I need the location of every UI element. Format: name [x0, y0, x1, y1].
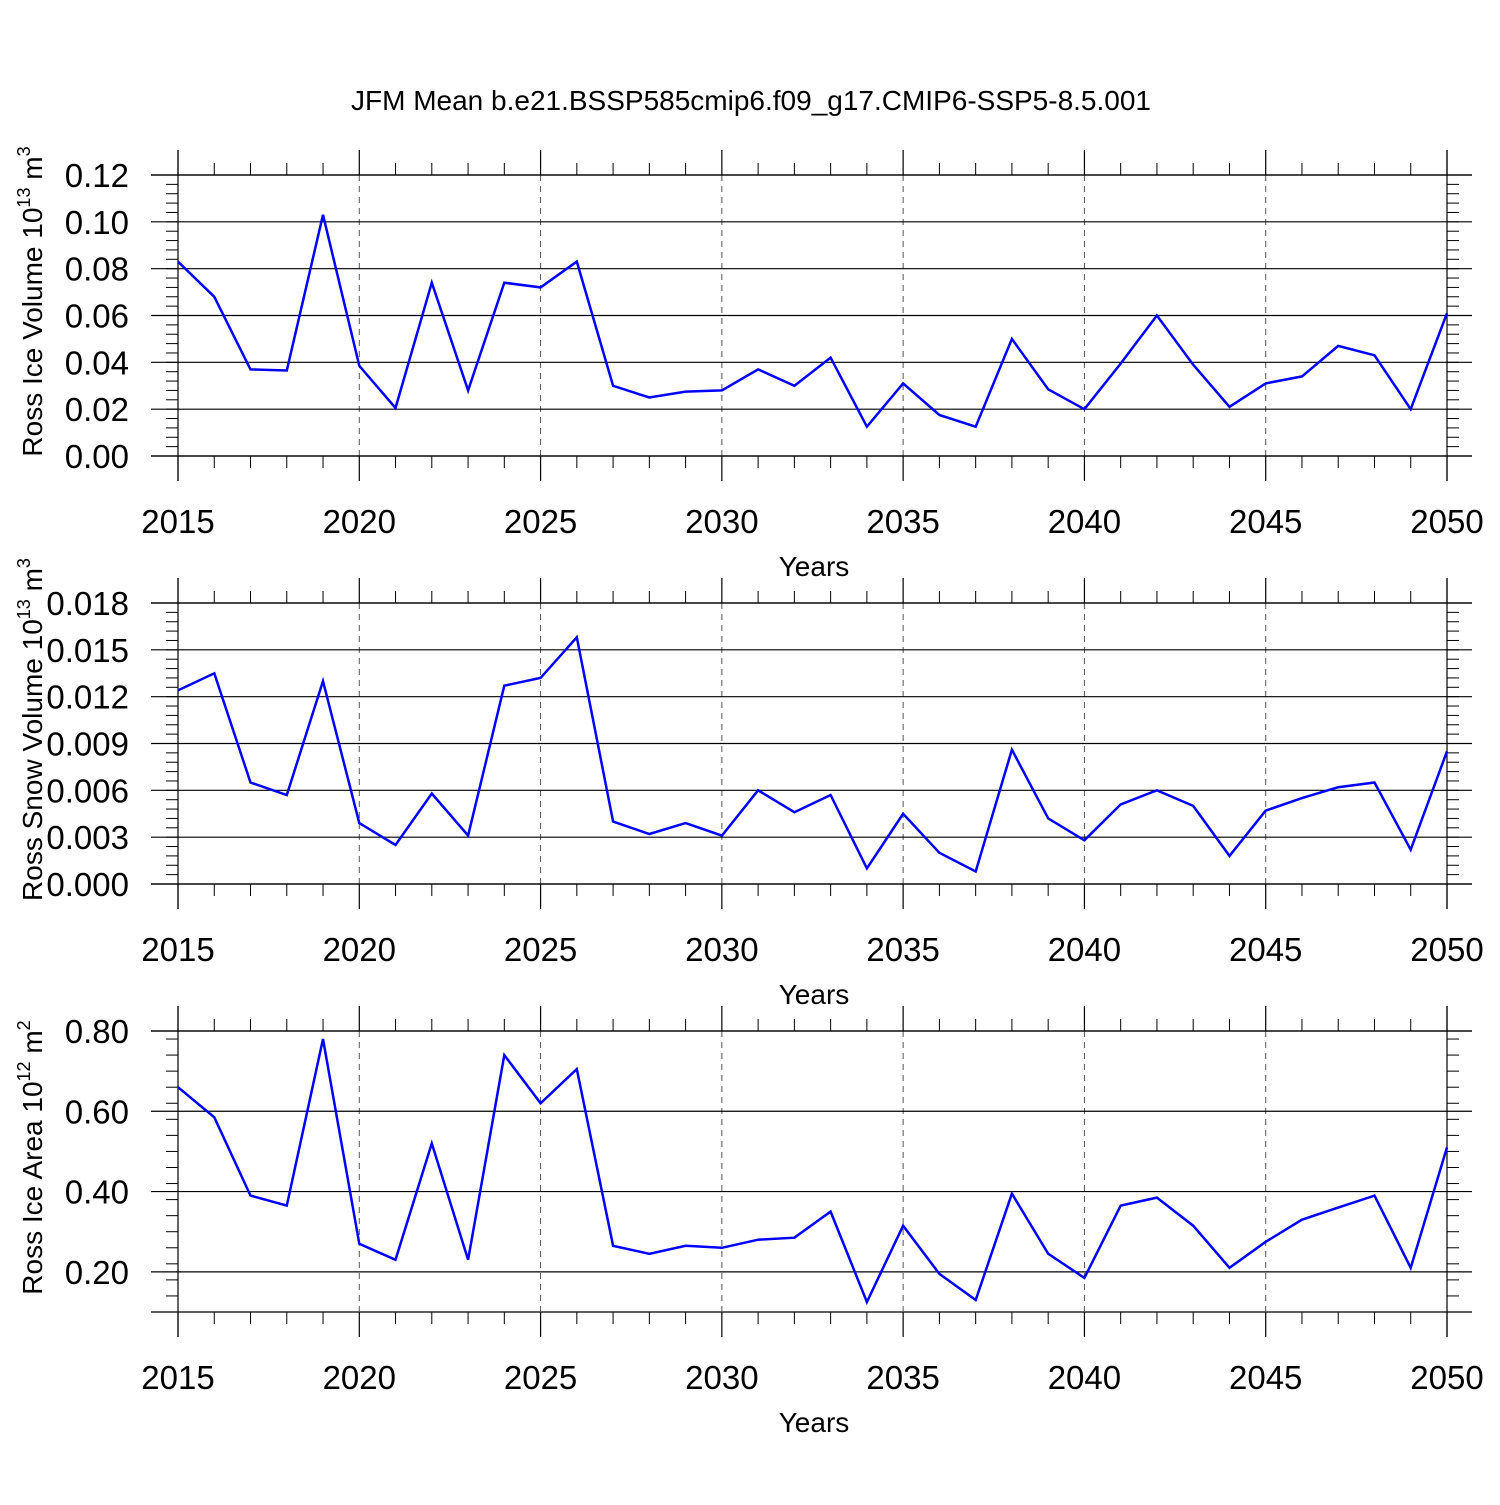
data-series-line [178, 637, 1447, 871]
x-tick-label: 2040 [1048, 931, 1121, 968]
x-tick-label: 2050 [1410, 931, 1483, 968]
y-axis-title-exp: 12 [14, 1061, 34, 1081]
y-tick-label: 0.10 [65, 204, 129, 241]
y-tick-label: 0.60 [65, 1093, 129, 1130]
chart-title: JFM Mean b.e21.BSSP585cmip6.f09_g17.CMIP… [351, 85, 1151, 116]
chart-panel-2: 2015 2020 2025 2030 2035 2040 2045 2050 0.000 0.0… [14, 558, 1484, 1010]
y-tick-label: 0.20 [65, 1254, 129, 1291]
data-series-line [178, 215, 1447, 427]
x-tick-label: 2015 [141, 1359, 214, 1396]
y-axis-title-exp: 13 [14, 599, 34, 619]
x-tick-label: 2035 [866, 931, 939, 968]
y-tick-label: 0.000 [46, 866, 129, 903]
x-axis-title: Years [779, 1407, 850, 1438]
x-axis-title: Years [779, 979, 850, 1010]
y-axis-title: Ross Ice Volume 1013 m3 [14, 146, 48, 456]
x-tick-label: 2035 [866, 503, 939, 540]
x-tick-label: 2040 [1048, 503, 1121, 540]
x-tick-label: 2045 [1229, 931, 1302, 968]
y-axis-title-unit: m [17, 156, 48, 187]
y-tick-label: 0.40 [65, 1174, 129, 1211]
x-tick-label: 2045 [1229, 503, 1302, 540]
y-tick-label: 0.003 [46, 819, 129, 856]
x-tick-label: 2035 [866, 1359, 939, 1396]
x-tick-label: 2050 [1410, 503, 1483, 540]
y-axis-title-unit: m [17, 1030, 48, 1061]
y-axis-title-unit-exp: 2 [14, 1020, 34, 1030]
x-tick-label: 2020 [323, 931, 396, 968]
y-tick-label: 0.006 [46, 772, 129, 809]
y-axis-title: Ross Snow Volume 1013 m3 [14, 558, 48, 901]
y-tick-label: 0.012 [46, 679, 129, 716]
x-tick-label: 2030 [685, 931, 758, 968]
y-axis-title-unit-exp: 3 [14, 558, 34, 568]
y-tick-label: 0.12 [65, 157, 129, 194]
x-tick-label: 2015 [141, 931, 214, 968]
chart-panel-3: 2015 2020 2025 2030 2035 2040 2045 2050 0.20 0.40… [14, 1006, 1484, 1438]
y-tick-label: 0.80 [65, 1013, 129, 1050]
y-axis-title-exp: 13 [14, 188, 34, 208]
chart-panel-1: 2015 2020 2025 2030 2035 2040 2045 2050 0.00 0.02… [14, 146, 1484, 582]
x-tick-label: 2030 [685, 503, 758, 540]
x-tick-label: 2020 [323, 1359, 396, 1396]
x-tick-label: 2030 [685, 1359, 758, 1396]
y-axis-title: Ross Ice Area 1012 m2 [14, 1020, 48, 1294]
x-axis-title: Years [779, 551, 850, 582]
y-tick-label: 0.00 [65, 438, 129, 475]
y-tick-label: 0.018 [46, 585, 129, 622]
x-tick-label: 2050 [1410, 1359, 1483, 1396]
y-axis-title-text: Ross Snow Volume 10 [17, 619, 48, 901]
y-tick-label: 0.015 [46, 632, 129, 669]
x-tick-label: 2040 [1048, 1359, 1121, 1396]
x-tick-label: 2025 [504, 1359, 577, 1396]
data-series-line [178, 1039, 1447, 1302]
y-tick-label: 0.08 [65, 251, 129, 288]
x-tick-label: 2025 [504, 931, 577, 968]
y-tick-label: 0.06 [65, 298, 129, 335]
y-axis-title-unit: m [17, 568, 48, 599]
y-axis-title-text: Ross Ice Volume 10 [17, 208, 48, 457]
y-tick-label: 0.04 [65, 344, 129, 381]
y-tick-label: 0.009 [46, 726, 129, 763]
y-tick-label: 0.02 [65, 391, 129, 428]
x-tick-label: 2025 [504, 503, 577, 540]
x-tick-label: 2045 [1229, 1359, 1302, 1396]
x-tick-label: 2020 [323, 503, 396, 540]
x-tick-label: 2015 [141, 503, 214, 540]
y-axis-title-text: Ross Ice Area 10 [17, 1081, 48, 1294]
y-axis-title-unit-exp: 3 [14, 146, 34, 156]
